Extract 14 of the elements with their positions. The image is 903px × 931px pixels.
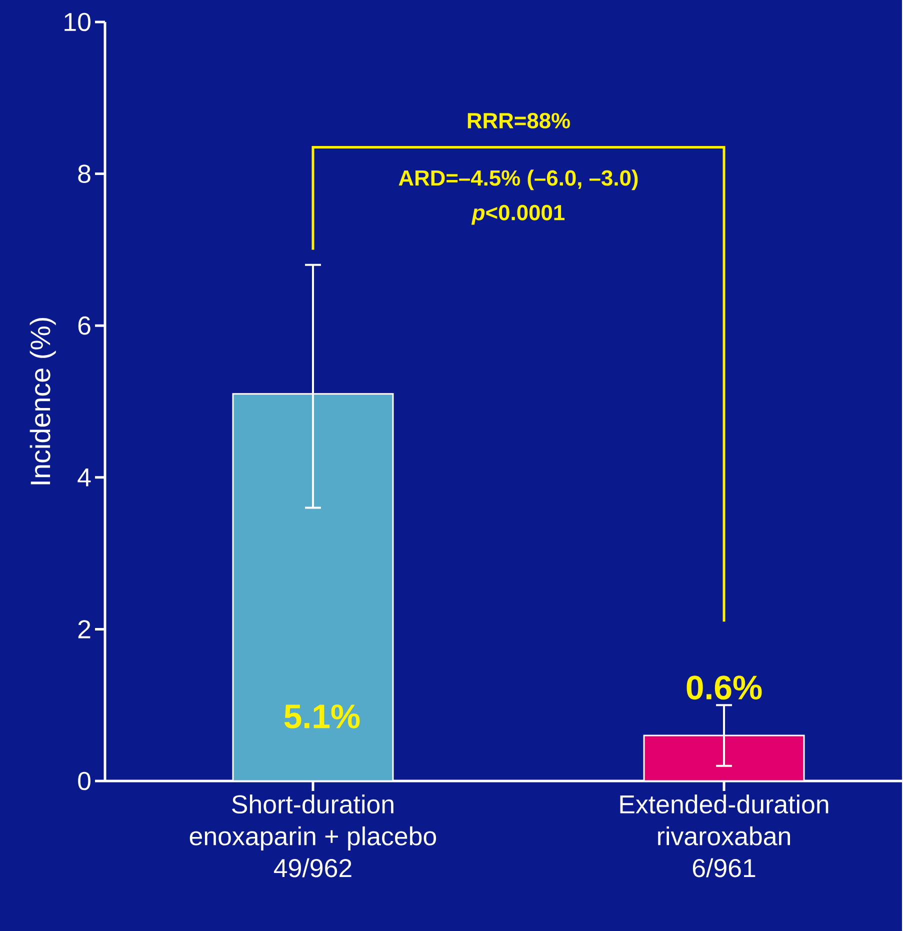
y-tick-label: 0 xyxy=(78,772,90,790)
annotation: RRR=88% xyxy=(468,112,570,128)
y-tick-label: 6 xyxy=(78,316,90,335)
y-tick-label: 10 xyxy=(64,12,90,32)
x-tick-label: Short-duration enoxaparin + placebo 49/962 xyxy=(190,794,436,878)
annotation: p<0.0001 xyxy=(471,204,564,225)
y-tick-label: 4 xyxy=(78,468,91,486)
x-tick-label: Extended-duration rivaroxaban 6/961 xyxy=(620,794,828,878)
annotation: ARD=–4.5% (–6.0, –3.0) xyxy=(398,170,638,190)
data-label: 5.1% xyxy=(284,704,360,728)
data-label: 0.6% xyxy=(686,676,762,700)
y-tick-label: 8 xyxy=(78,164,90,183)
y-axis-title: Incidence (%) xyxy=(30,318,56,484)
y-tick-label: 2 xyxy=(78,620,90,638)
